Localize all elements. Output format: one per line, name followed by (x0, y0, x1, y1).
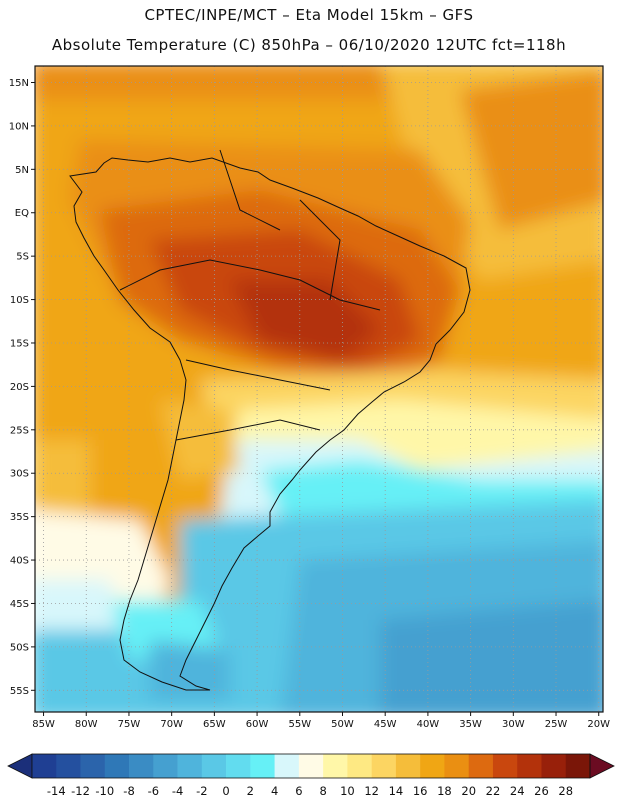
colorbar-label: 22 (486, 784, 501, 798)
colorbar-right-arrow (589, 753, 615, 779)
lon-tick-label: 60W (246, 719, 269, 730)
lon-tick-label: 35W (459, 719, 482, 730)
colorbar-swatch (395, 754, 421, 778)
lon-tick-label: 45W (374, 719, 397, 730)
longitude-axis: 85W 80W 75W 70W 65W 60W 55W 50W 45W 40W 35W 30W 25W 2… (32, 712, 610, 730)
colorbar-label: 2 (247, 784, 254, 798)
colorbar-label: 16 (413, 784, 428, 798)
colorbar: -14 -12 -10 -8 -6 -4 -2 0 2 4 6 8 10 12 14 16 18 20 22 24 26… (7, 753, 615, 798)
lat-tick-label: 40S (10, 556, 29, 567)
colorbar-swatch (274, 754, 300, 778)
colorbar-swatch (177, 754, 203, 778)
lat-tick-label: 15S (10, 338, 29, 349)
colorbar-label: 14 (389, 784, 404, 798)
colorbar-label: -4 (172, 784, 183, 798)
coastline-outline (69, 149, 471, 691)
colorbar-label: -6 (148, 784, 159, 798)
colorbar-label: 4 (271, 784, 278, 798)
lon-tick-label: 85W (32, 719, 55, 730)
lon-tick-label: 65W (203, 719, 226, 730)
colorbar-label: 26 (534, 784, 549, 798)
colorbar-label: -12 (71, 784, 90, 798)
colorbar-label: 0 (222, 784, 229, 798)
lat-tick-label: 20S (10, 382, 29, 393)
colorbar-label: -14 (47, 784, 66, 798)
lon-tick-label: 55W (288, 719, 311, 730)
colorbar-swatch (517, 754, 542, 778)
colorbar-swatch (347, 754, 372, 778)
lat-tick-label: 30S (10, 469, 29, 480)
colorbar-swatch (129, 754, 154, 778)
lat-tick-label: 50S (10, 642, 29, 653)
colorbar-label: -2 (196, 784, 207, 798)
map-title: CPTEC/INPE/MCT – Eta Model 15km – GFS (144, 6, 474, 24)
map-subtitle: Absolute Temperature (C) 850hPa – 06/10/… (51, 36, 567, 54)
colorbar-swatch (420, 754, 445, 778)
colorbar-label: 18 (437, 784, 452, 798)
colorbar-swatch (56, 754, 81, 778)
colorbar-swatch (565, 754, 591, 778)
colorbar-label: 12 (364, 784, 379, 798)
colorbar-swatch (323, 754, 348, 778)
plot-frame (34, 65, 604, 713)
colorbar-left-arrow (7, 753, 33, 779)
lon-tick-label: 70W (160, 719, 183, 730)
colorbar-label: 6 (295, 784, 302, 798)
colorbar-swatch (298, 754, 324, 778)
lat-tick-label: 35S (10, 512, 29, 523)
lat-tick-label: EQ (15, 208, 29, 219)
colorbar-swatch (80, 754, 106, 778)
colorbar-label: 8 (319, 784, 326, 798)
lon-tick-label: 75W (118, 719, 141, 730)
colorbar-swatch (492, 754, 518, 778)
colorbar-label: 20 (461, 784, 476, 798)
colorbar-swatch (104, 754, 130, 778)
colorbar-swatch (153, 754, 178, 778)
colorbar-label: 24 (510, 784, 525, 798)
lat-tick-label: 5N (15, 165, 29, 176)
colorbar-swatch (444, 754, 469, 778)
colorbar-swatch (201, 754, 227, 778)
lon-tick-label: 20W (587, 719, 610, 730)
lat-tick-label: 25S (10, 425, 29, 436)
colorbar-swatch (371, 754, 397, 778)
lat-tick-label: 10S (10, 295, 29, 306)
lat-tick-label: 10N (9, 121, 29, 132)
colorbar-swatch (250, 754, 275, 778)
latitude-axis: 15N 10N 5N EQ 5S 10S 15S 20S 25S 30S 35S 40S 45S 50S 5… (9, 78, 35, 697)
lat-tick-label: 55S (10, 686, 29, 697)
lat-tick-label: 5S (16, 252, 29, 263)
colorbar-label: 28 (558, 784, 573, 798)
lat-tick-label: 15N (9, 78, 29, 89)
colorbar-label: -10 (95, 784, 114, 798)
lon-tick-label: 25W (545, 719, 568, 730)
lon-tick-label: 40W (417, 719, 440, 730)
lon-tick-label: 50W (331, 719, 354, 730)
lon-tick-label: 80W (75, 719, 98, 730)
colorbar-label: 10 (340, 784, 355, 798)
colorbar-swatch (226, 754, 251, 778)
colorbar-swatch (468, 754, 494, 778)
colorbar-swatch (32, 754, 57, 778)
temperature-field (35, 66, 603, 712)
colorbar-label: -8 (123, 784, 134, 798)
lat-tick-label: 45S (10, 599, 29, 610)
colorbar-swatch (541, 754, 567, 778)
lon-tick-label: 30W (502, 719, 525, 730)
